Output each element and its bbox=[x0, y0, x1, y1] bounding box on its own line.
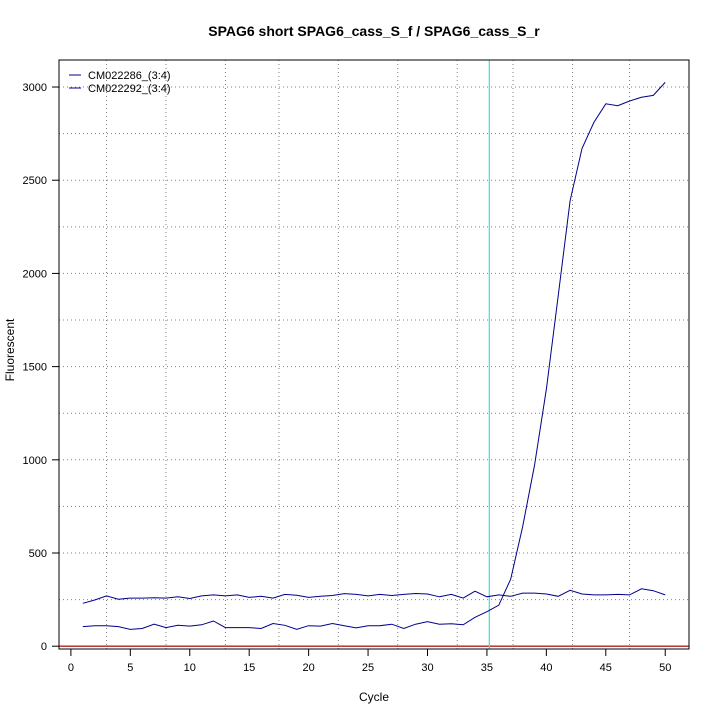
x-tick-label: 15 bbox=[243, 662, 255, 674]
x-tick-label: 10 bbox=[184, 662, 196, 674]
legend: CM022286_(3:4)CM022292_(3:4) bbox=[69, 70, 171, 95]
chart-title: SPAG6 short SPAG6_cass_S_f / SPAG6_cass_… bbox=[208, 23, 540, 39]
x-tick-label: 40 bbox=[540, 662, 552, 674]
x-tick-label: 0 bbox=[68, 662, 74, 674]
legend-label: CM022292_(3:4) bbox=[88, 83, 171, 95]
legend-label: CM022286_(3:4) bbox=[88, 70, 171, 82]
x-tick-label: 45 bbox=[600, 662, 612, 674]
x-tick-label: 25 bbox=[362, 662, 374, 674]
y-tick-label: 3000 bbox=[23, 82, 47, 94]
grid-lines bbox=[59, 60, 689, 649]
series-line bbox=[82, 588, 666, 604]
x-tick-label: 50 bbox=[659, 662, 671, 674]
y-tick-label: 1500 bbox=[23, 362, 47, 374]
axes: 0 5 10 15 20 25 30 35 40 45 5005001000150020002500… bbox=[23, 82, 672, 674]
x-tick-label: 20 bbox=[302, 662, 314, 674]
y-tick-label: 500 bbox=[29, 548, 47, 560]
series-line bbox=[82, 82, 666, 630]
x-axis-label: Cycle bbox=[359, 690, 389, 704]
x-tick-label: 35 bbox=[481, 662, 493, 674]
y-tick-label: 1000 bbox=[23, 455, 47, 467]
y-tick-label: 0 bbox=[41, 641, 47, 653]
y-axis-label: Fluorescent bbox=[3, 318, 17, 381]
x-tick-label: 30 bbox=[421, 662, 433, 674]
y-tick-label: 2000 bbox=[23, 268, 47, 280]
data-series bbox=[82, 82, 666, 630]
plot-frame bbox=[58, 59, 690, 650]
reference-lines bbox=[59, 60, 689, 649]
x-tick-label: 5 bbox=[127, 662, 133, 674]
y-tick-label: 2500 bbox=[23, 175, 47, 187]
